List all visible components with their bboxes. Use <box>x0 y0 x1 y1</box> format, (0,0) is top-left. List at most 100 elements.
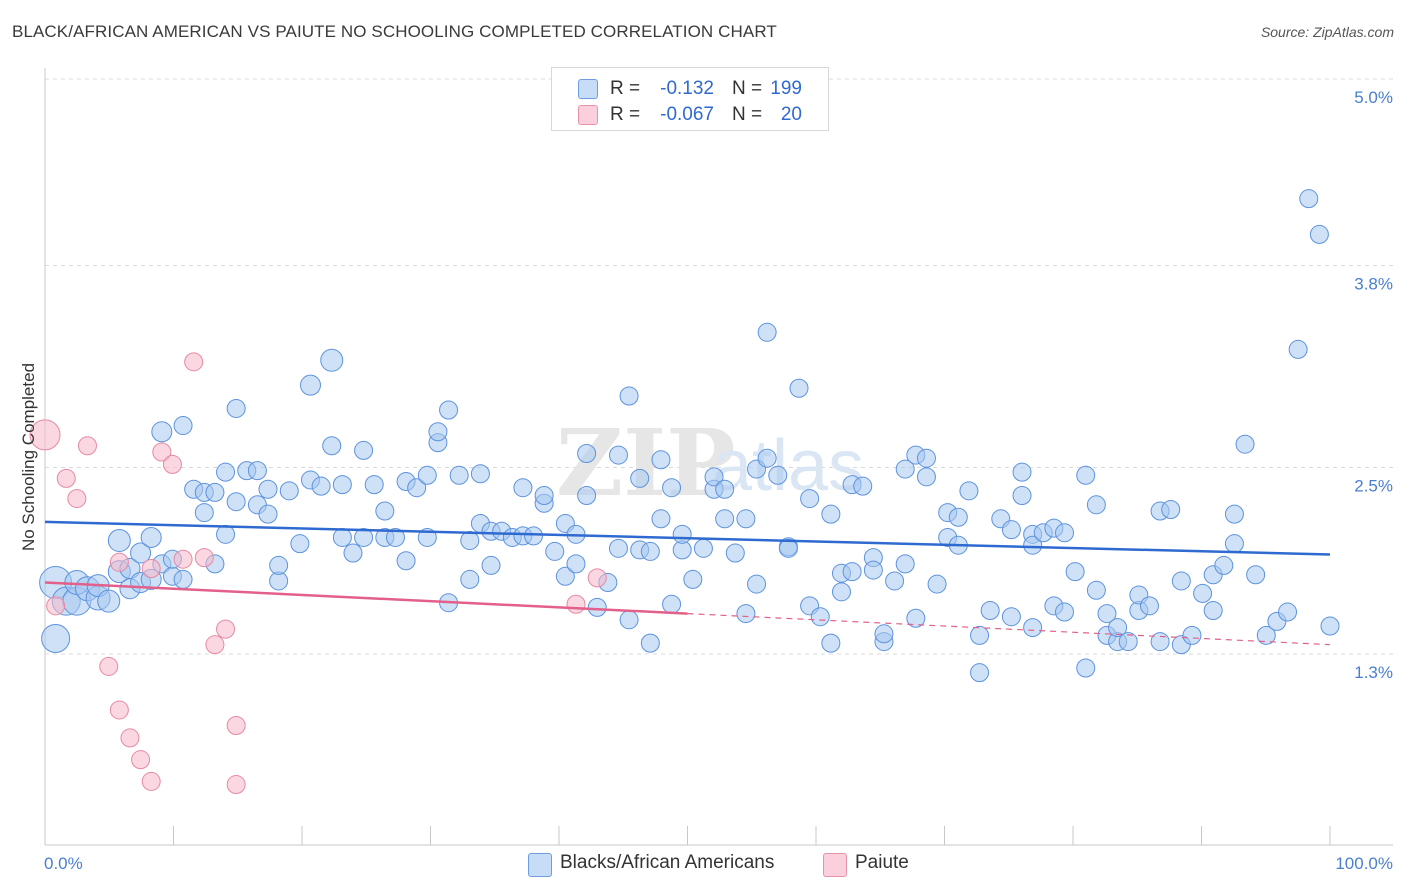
point-paiute <box>173 549 193 569</box>
point-blacks <box>1224 504 1244 524</box>
legend-n-value: 20 <box>780 104 802 125</box>
point-blacks <box>320 348 344 372</box>
source-label: Source: ZipAtlas.com <box>1260 24 1394 40</box>
point-blacks <box>1012 462 1032 482</box>
point-blacks <box>226 398 246 418</box>
point-blacks <box>895 459 915 479</box>
legend-r-label: R = <box>610 78 641 99</box>
point-blacks <box>1076 465 1096 485</box>
point-blacks <box>524 526 544 546</box>
point-blacks <box>1076 658 1096 678</box>
point-blacks <box>630 468 650 488</box>
point-blacks <box>566 554 586 574</box>
point-blacks <box>107 529 131 553</box>
point-paiute <box>131 750 151 770</box>
point-paiute <box>226 715 246 735</box>
point-blacks <box>1299 189 1319 209</box>
point-paiute <box>109 700 129 720</box>
legend-r-label: R = <box>610 104 641 125</box>
point-blacks <box>1320 616 1340 636</box>
point-blacks <box>1214 555 1234 575</box>
point-blacks <box>725 543 745 563</box>
point-blacks <box>608 445 628 465</box>
point-blacks <box>853 476 873 496</box>
point-blacks <box>385 527 405 547</box>
point-paiute <box>194 548 214 568</box>
point-blacks <box>948 507 968 527</box>
point-blacks <box>130 542 152 564</box>
point-paiute <box>184 352 204 372</box>
point-blacks <box>460 531 480 551</box>
legend-swatch-paiute <box>823 853 847 877</box>
point-blacks <box>364 475 384 495</box>
point-blacks <box>831 582 851 602</box>
point-blacks <box>577 485 597 505</box>
point-blacks <box>619 610 639 630</box>
point-blacks <box>895 554 915 574</box>
point-blacks <box>587 597 607 617</box>
point-blacks <box>768 465 788 485</box>
grid-lines <box>45 78 1393 655</box>
point-blacks <box>258 479 278 499</box>
point-blacks <box>662 594 682 614</box>
point-blacks <box>41 623 71 653</box>
point-blacks <box>800 489 820 509</box>
point-blacks <box>980 600 1000 620</box>
point-blacks <box>885 571 905 591</box>
point-blacks <box>778 538 798 558</box>
point-paiute <box>141 771 161 791</box>
point-blacks <box>290 534 310 554</box>
point-blacks <box>747 574 767 594</box>
point-blacks <box>970 663 990 683</box>
y-tick-labels: 1.3% 2.5% 3.8% 5.0% <box>1354 88 1393 682</box>
point-paiute <box>152 442 172 462</box>
data-points <box>29 189 1340 795</box>
point-blacks <box>640 541 660 561</box>
point-paiute <box>77 436 97 456</box>
point-blacks <box>821 633 841 653</box>
point-blacks <box>1246 565 1266 585</box>
point-blacks <box>332 527 352 547</box>
point-paiute <box>205 635 225 655</box>
point-blacks <box>715 509 735 529</box>
point-blacks <box>247 461 267 481</box>
point-paiute <box>587 568 607 588</box>
legend-label-blacks: Blacks/African Americans <box>560 852 775 873</box>
point-blacks <box>1118 632 1138 652</box>
point-blacks <box>863 560 883 580</box>
point-blacks <box>322 436 342 456</box>
point-paiute <box>141 559 161 579</box>
point-blacks <box>279 481 299 501</box>
point-paiute <box>109 552 129 572</box>
y-tick-label: 3.8% <box>1354 274 1393 293</box>
point-blacks <box>619 386 639 406</box>
point-blacks <box>608 538 628 558</box>
point-blacks <box>693 538 713 558</box>
point-blacks <box>428 422 448 442</box>
point-blacks <box>1023 618 1043 638</box>
y-axis-label: No Schooling Completed <box>19 363 38 551</box>
point-blacks <box>651 509 671 529</box>
point-blacks <box>906 608 926 628</box>
point-paiute <box>67 489 87 509</box>
point-blacks <box>140 526 162 548</box>
legend-row-blacks: R = -0.132 N = 199 <box>552 76 828 102</box>
x-tick-label: 0.0% <box>44 854 83 873</box>
point-blacks <box>1203 600 1223 620</box>
point-blacks <box>354 440 374 460</box>
point-blacks <box>1182 625 1202 645</box>
correlation-legend: R = -0.132 N = 199 R = -0.067 N = 20 <box>551 67 829 131</box>
x-tick-labels: 0.0% 100.0% <box>44 854 1393 873</box>
y-tick-label: 5.0% <box>1354 88 1393 107</box>
point-blacks <box>396 551 416 571</box>
point-blacks <box>354 527 374 547</box>
point-blacks <box>299 374 321 396</box>
point-blacks <box>460 569 480 589</box>
point-paiute <box>99 656 119 676</box>
point-blacks <box>1288 339 1308 359</box>
trend-line-paiute-extension <box>687 612 1331 646</box>
point-blacks <box>226 492 246 512</box>
point-blacks <box>1055 523 1075 543</box>
